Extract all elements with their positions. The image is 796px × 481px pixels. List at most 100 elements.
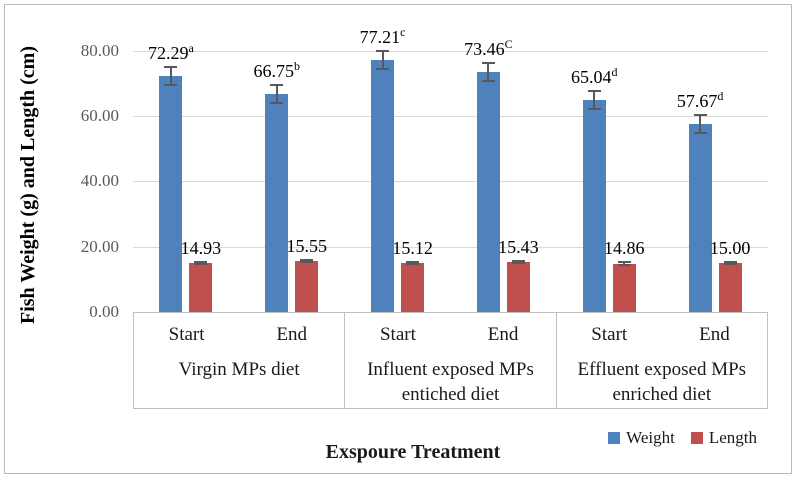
x-group-cell: Start End Influent exposed MPs entiched di…	[344, 313, 555, 408]
bar-length: 15.55	[286, 236, 327, 312]
bar-value-label: 15.43	[498, 236, 539, 257]
error-bar-line	[305, 260, 308, 263]
error-bar-cap-top	[617, 261, 631, 264]
error-bar-line	[275, 84, 278, 104]
bar-value-label: 15.12	[392, 237, 433, 258]
bar-length: 14.93	[181, 238, 221, 312]
error-bar-line	[381, 50, 384, 70]
bar-value-label: 73.46C	[464, 37, 513, 60]
bar-value-label: 15.55	[286, 236, 327, 257]
bar-length: 15.43	[498, 237, 539, 312]
x-category-label: End	[276, 324, 308, 345]
gridline	[133, 246, 768, 248]
bar-label-superscript: C	[504, 37, 513, 52]
legend-swatch-icon	[690, 432, 703, 444]
error-bar-cap-bottom	[300, 261, 314, 264]
chart-figure: Fish Weight (g) and Length (cm) 0.00 20.0…	[4, 4, 792, 474]
error-bar-cap-bottom	[194, 263, 208, 266]
error-bar-line	[169, 66, 172, 86]
error-bar-line	[699, 114, 702, 133]
bar-value-label: 14.86	[603, 238, 645, 259]
error-bar-cap-top	[270, 83, 284, 86]
x-group-label: Influent exposed MPs entiched diet	[367, 359, 534, 405]
legend-label: Weight	[626, 428, 675, 447]
error-bar-cap-bottom	[693, 131, 707, 134]
legend-item: Length	[690, 428, 757, 448]
x-category-row: Start End	[345, 313, 555, 357]
category-slot: 73.46C 15.43	[451, 5, 557, 312]
error-bar-cap-top	[376, 49, 390, 52]
x-category-row: Start End	[557, 313, 767, 357]
x-group-label: Virgin MPs diet	[178, 359, 300, 380]
category-slot: 66.75b 15.55	[239, 5, 345, 312]
gridline	[133, 116, 768, 117]
error-bar-cap-top	[723, 260, 737, 263]
error-bar-cap-bottom	[270, 102, 284, 105]
bar-length: 15.12	[392, 238, 433, 312]
bar-value-label: 57.67d	[676, 88, 724, 111]
bar-weight: 57.67d	[677, 90, 723, 312]
error-bar-line	[199, 262, 202, 265]
category-slot: 77.21c 15.12	[345, 5, 451, 312]
x-group-cell: Start End Effluent exposed MPs enriched di…	[555, 313, 767, 408]
x-category-label: End	[487, 324, 519, 345]
error-bar-cap-top	[300, 259, 314, 262]
error-bar-cap-top	[481, 62, 495, 65]
bar-value-label: 77.21c	[359, 24, 406, 47]
y-tick-label: 0.00	[89, 302, 119, 321]
bar-weight: 73.46C	[464, 38, 513, 312]
x-axis-category-table: Start End Virgin MPs diet Start End Influent …	[133, 312, 768, 409]
y-tick-label: 60.00	[80, 106, 119, 125]
x-category-label: End	[699, 324, 730, 345]
legend-item: Weight	[608, 428, 675, 448]
error-bar-cap-top	[194, 261, 208, 264]
gridline	[133, 181, 768, 183]
error-bar-cap-top	[164, 65, 178, 68]
bar-value-label: 15.00	[709, 237, 751, 258]
x-category-label: Start	[168, 324, 205, 345]
bar-value-label: 72.29a	[147, 40, 194, 63]
y-tick-label: 20.00	[80, 236, 119, 256]
category-slot: 57.67d 15.00	[662, 5, 768, 312]
y-tick-label: 40.00	[80, 171, 119, 191]
bar-weight: 65.04d	[571, 66, 617, 312]
bar-value-label: 14.93	[180, 238, 222, 259]
bar-label-superscript: b	[293, 58, 300, 73]
bar-weight: 66.75b	[253, 60, 300, 312]
category-slot: 65.04d 14.86	[556, 5, 662, 312]
error-bar-cap-bottom	[587, 107, 601, 110]
legend-swatch-icon	[608, 432, 621, 444]
bar-length: 14.86	[604, 238, 644, 312]
error-bar-cap-top	[587, 89, 601, 92]
bar-label-superscript: d	[611, 64, 618, 79]
error-bar-line	[623, 262, 626, 265]
error-bar-cap-bottom	[617, 263, 631, 266]
legend-label: Length	[708, 428, 757, 447]
bar-label-superscript: c	[400, 24, 406, 39]
x-category-row: Start End	[134, 313, 344, 357]
x-category-label: Start	[591, 324, 628, 345]
error-bar-line	[593, 90, 596, 109]
bar-weight: 72.29a	[148, 42, 194, 312]
x-axis-title: Exspoure Treatment	[325, 441, 501, 463]
error-bar-cap-top	[406, 260, 420, 263]
gridline	[133, 50, 768, 52]
error-bar-cap-bottom	[723, 263, 737, 266]
legend: Weight Length	[608, 428, 757, 448]
bar-value-label: 65.04d	[570, 64, 618, 87]
y-tick-label: 80.00	[80, 40, 119, 60]
error-bar-cap-bottom	[406, 262, 420, 265]
bar-value-label: 66.75b	[253, 58, 300, 81]
bar-label-superscript: a	[188, 40, 194, 55]
bar-label-superscript: d	[717, 88, 724, 103]
error-bar-cap-bottom	[481, 80, 495, 83]
bar-weight: 77.21c	[360, 26, 405, 312]
error-bar-line	[411, 261, 414, 264]
x-group-label: Effluent exposed MPs enriched diet	[577, 359, 747, 405]
chart-canvas: Fish Weight (g) and Length (cm) 0.00 20.0…	[5, 5, 791, 473]
category-slot: 72.29a 14.93	[133, 5, 239, 312]
error-bar-cap-top	[511, 259, 525, 262]
error-bar-cap-top	[693, 113, 707, 116]
bar-length: 15.00	[710, 238, 750, 312]
x-category-label: Start	[379, 324, 416, 345]
